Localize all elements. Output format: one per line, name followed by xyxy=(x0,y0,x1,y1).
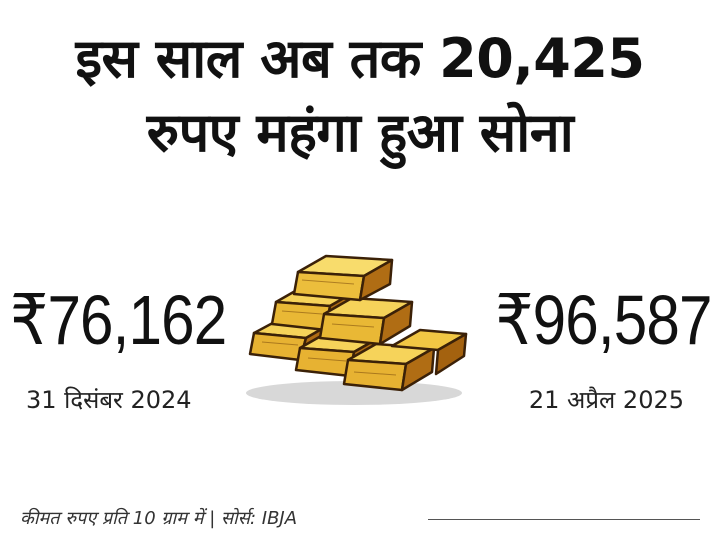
headline: इस साल अब तक 20,425 रुपए महंगा हुआ सोना xyxy=(0,22,720,170)
gold-bar xyxy=(318,296,414,346)
headline-line-2: रुपए महंगा हुआ सोना xyxy=(146,101,574,164)
footer-divider xyxy=(428,519,700,520)
headline-line-1: इस साल अब तक 20,425 xyxy=(75,27,645,90)
gold-bar xyxy=(390,328,468,376)
gold-bar xyxy=(342,342,436,392)
gold-bars-icon xyxy=(246,254,468,405)
price-start: ₹76,162 xyxy=(10,281,227,359)
footer-note: कीमत रुपए प्रति 10 ग्राम में | सोर्स: IB… xyxy=(20,508,298,529)
gold-bar xyxy=(292,254,394,302)
date-start: 31 दिसंबर 2024 xyxy=(26,386,192,414)
date-current: 21 अप्रैल 2025 xyxy=(528,386,684,414)
price-current: ₹96,587 xyxy=(495,281,713,359)
